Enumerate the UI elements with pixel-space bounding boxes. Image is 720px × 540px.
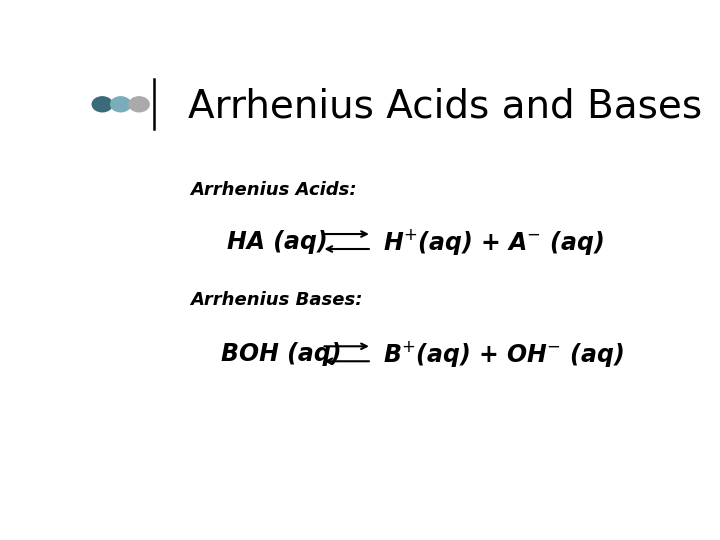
Text: HA (aq): HA (aq): [227, 230, 328, 253]
Text: B$^{+}$(aq) + OH$^{-}$ (aq): B$^{+}$(aq) + OH$^{-}$ (aq): [383, 339, 624, 369]
Text: Arrhenius Bases:: Arrhenius Bases:: [190, 291, 363, 309]
Circle shape: [92, 97, 112, 112]
Text: BOH (aq): BOH (aq): [221, 342, 341, 366]
Circle shape: [129, 97, 149, 112]
Text: H$^{+}$(aq) + A$^{-}$ (aq): H$^{+}$(aq) + A$^{-}$ (aq): [383, 226, 604, 256]
Text: Arrhenius Acids:: Arrhenius Acids:: [190, 180, 357, 199]
Text: Arrhenius Acids and Bases: Arrhenius Acids and Bases: [188, 87, 702, 125]
Circle shape: [111, 97, 131, 112]
